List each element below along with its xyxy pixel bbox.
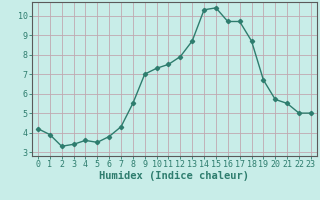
X-axis label: Humidex (Indice chaleur): Humidex (Indice chaleur) (100, 171, 249, 181)
